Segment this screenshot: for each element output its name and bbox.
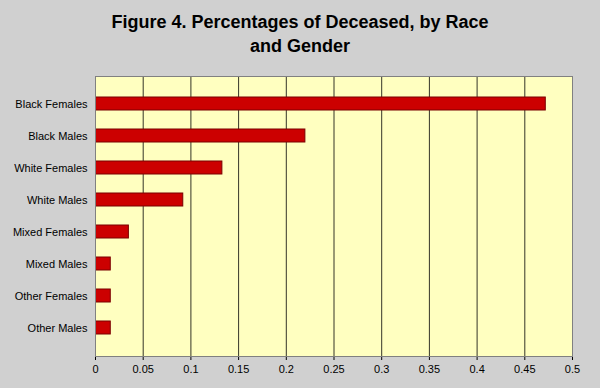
svg-text:0: 0 [92,363,98,375]
svg-text:0.4: 0.4 [469,363,484,375]
html-text:Figure 4. Percentages of Decea: Figure 4. Percentages of Deceased, by Ra… [111,12,489,56]
svg-text:0.45: 0.45 [514,363,535,375]
svg-text:0.15: 0.15 [228,363,249,375]
svg-text:0.5: 0.5 [565,363,580,375]
svg-text:Mixed Females: Mixed Females [13,226,88,238]
svg-text:0.35: 0.35 [419,363,440,375]
svg-text:0.2: 0.2 [279,363,294,375]
svg-text:0.1: 0.1 [183,363,198,375]
svg-text:0.05: 0.05 [132,363,153,375]
svg-text:Mixed Males: Mixed Males [26,258,88,270]
svg-text:Other Females: Other Females [15,290,88,302]
svg-text:White Males: White Males [27,194,88,206]
svg-text:0.25: 0.25 [323,363,344,375]
svg-text:Black Males: Black Males [28,130,88,142]
svg-text:White Females: White Females [14,162,88,174]
svg-text:Other Males: Other Males [28,322,88,334]
svg-text:0.3: 0.3 [374,363,389,375]
svg-text:Black Females: Black Females [15,98,88,110]
